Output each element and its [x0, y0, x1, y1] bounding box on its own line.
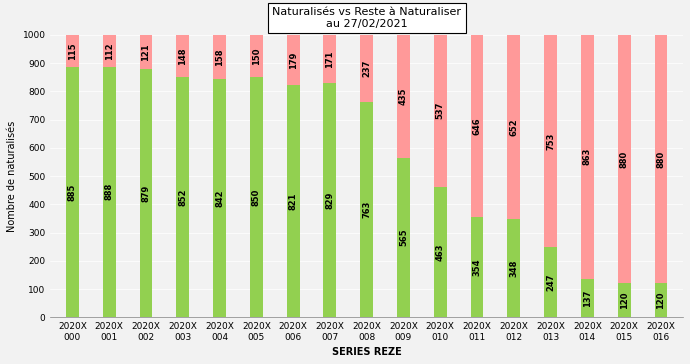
Text: 121: 121: [141, 43, 150, 61]
Text: 115: 115: [68, 42, 77, 60]
Bar: [103, 35, 116, 67]
Text: 348: 348: [509, 260, 518, 277]
Title: Naturalisés vs Reste à Naturaliser
au 27/02/2021: Naturalisés vs Reste à Naturaliser au 27…: [273, 7, 461, 28]
Text: 137: 137: [583, 289, 592, 306]
Text: 880: 880: [620, 150, 629, 168]
X-axis label: SERIES REZE: SERIES REZE: [332, 347, 402, 357]
Text: 537: 537: [436, 102, 445, 119]
Bar: [213, 79, 226, 317]
Text: 879: 879: [141, 185, 150, 202]
Bar: [581, 35, 594, 278]
Text: 646: 646: [473, 117, 482, 135]
Text: 237: 237: [362, 60, 371, 77]
Text: 565: 565: [399, 229, 408, 246]
Bar: [397, 158, 410, 317]
Text: 179: 179: [288, 51, 297, 69]
Text: 888: 888: [105, 183, 114, 201]
Bar: [213, 35, 226, 79]
Text: 463: 463: [436, 243, 445, 261]
Text: 435: 435: [399, 87, 408, 105]
Bar: [434, 186, 446, 317]
Text: 829: 829: [326, 191, 335, 209]
Text: 150: 150: [252, 47, 261, 65]
Y-axis label: Nombre de naturalisés: Nombre de naturalisés: [7, 120, 17, 232]
Text: 158: 158: [215, 48, 224, 66]
Text: 354: 354: [473, 258, 482, 276]
Text: 863: 863: [583, 148, 592, 165]
Text: 120: 120: [656, 292, 665, 309]
Text: 753: 753: [546, 132, 555, 150]
Bar: [177, 77, 189, 317]
Bar: [139, 35, 152, 69]
Text: 880: 880: [656, 150, 665, 168]
Text: 652: 652: [509, 118, 518, 136]
Bar: [360, 35, 373, 102]
Text: 821: 821: [288, 193, 297, 210]
Text: 763: 763: [362, 201, 371, 218]
Bar: [655, 283, 667, 317]
Text: 112: 112: [105, 42, 114, 59]
Bar: [618, 35, 631, 283]
Bar: [66, 67, 79, 317]
Bar: [397, 35, 410, 158]
Bar: [250, 35, 263, 77]
Bar: [434, 35, 446, 186]
Text: 852: 852: [178, 188, 187, 206]
Bar: [66, 35, 79, 67]
Text: 885: 885: [68, 183, 77, 201]
Bar: [507, 35, 520, 219]
Bar: [250, 77, 263, 317]
Text: 850: 850: [252, 189, 261, 206]
Bar: [471, 217, 484, 317]
Text: 171: 171: [326, 50, 335, 68]
Bar: [287, 86, 299, 317]
Bar: [581, 278, 594, 317]
Bar: [324, 83, 336, 317]
Bar: [139, 69, 152, 317]
Bar: [177, 35, 189, 77]
Bar: [324, 35, 336, 83]
Bar: [287, 35, 299, 86]
Bar: [471, 35, 484, 217]
Bar: [507, 219, 520, 317]
Text: 842: 842: [215, 190, 224, 207]
Text: 247: 247: [546, 274, 555, 291]
Bar: [544, 248, 557, 317]
Bar: [103, 67, 116, 317]
Bar: [360, 102, 373, 317]
Text: 120: 120: [620, 292, 629, 309]
Text: 148: 148: [178, 47, 187, 64]
Bar: [618, 283, 631, 317]
Bar: [655, 35, 667, 283]
Bar: [544, 35, 557, 248]
